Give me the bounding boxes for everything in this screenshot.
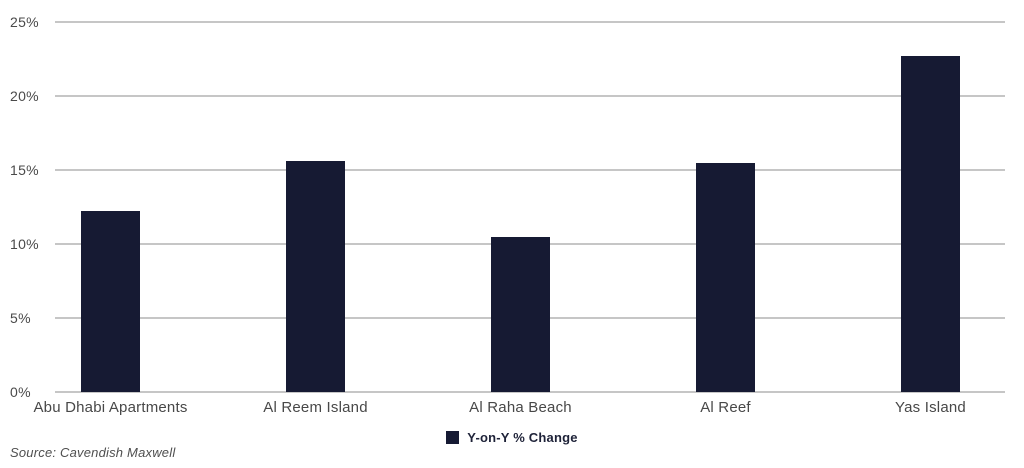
- bar: [696, 162, 755, 392]
- x-axis-category-label: Abu Dhabi Apartments: [33, 399, 188, 416]
- x-axis-category-label: Yas Island: [895, 399, 966, 416]
- x-axis-category-label: Al Raha Beach: [469, 399, 572, 416]
- y-axis-tick-label: 0%: [10, 384, 31, 400]
- bar: [286, 161, 345, 392]
- bar: [901, 56, 960, 392]
- x-axis-category-label: Al Reem Island: [263, 399, 368, 416]
- legend: Y-on-Y % Change: [0, 430, 1024, 445]
- x-axis-category-label: Al Reef: [700, 399, 751, 416]
- bar: [491, 236, 550, 392]
- plot-area: 0% 5% 10% 15% 20% 25% Abu Dhabi Apartments Al R…: [10, 14, 1005, 416]
- gridline: [55, 391, 1005, 393]
- source-note: Source: Cavendish Maxwell: [10, 445, 176, 460]
- y-axis-tick-label: 25%: [10, 14, 39, 30]
- legend-swatch-icon: [446, 431, 460, 444]
- gridline: [55, 21, 1005, 23]
- y-axis-tick-label: 5%: [10, 310, 31, 326]
- y-axis-tick-label: 10%: [10, 236, 39, 252]
- gridline: [55, 169, 1005, 171]
- bar: [81, 211, 140, 392]
- gridline: [55, 95, 1005, 97]
- legend-label: Y-on-Y % Change: [467, 430, 578, 445]
- y-axis-tick-label: 15%: [10, 162, 39, 178]
- y-axis-tick-label: 20%: [10, 88, 39, 104]
